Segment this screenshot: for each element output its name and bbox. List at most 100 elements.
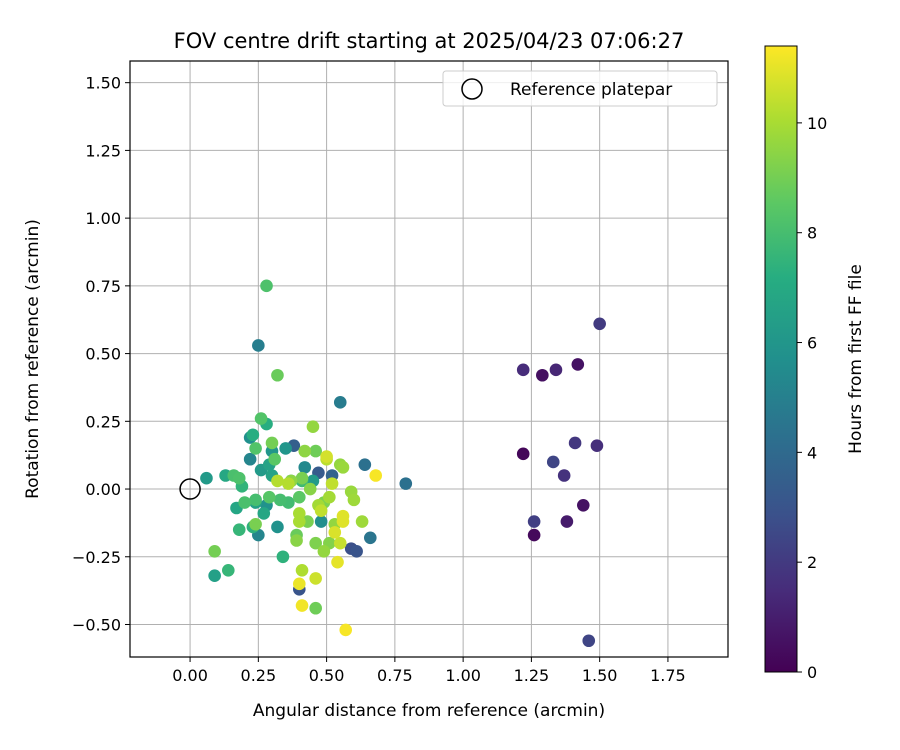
- data-point: [303, 482, 317, 496]
- data-point: [323, 490, 336, 504]
- y-tick-label: 0.25: [85, 412, 121, 431]
- data-point: [527, 528, 541, 542]
- colorbar-tick-label: 4: [807, 443, 817, 462]
- x-tick-label: 0.50: [309, 666, 345, 685]
- colorbar-gradient: [765, 46, 797, 672]
- data-point: [271, 368, 284, 382]
- data-point: [262, 490, 276, 504]
- data-point: [536, 368, 549, 382]
- data-point: [560, 515, 574, 528]
- y-tick-label: 1.50: [85, 74, 121, 93]
- y-tick-label: 0.50: [85, 345, 121, 364]
- data-point: [546, 455, 560, 469]
- data-point: [331, 555, 344, 569]
- data-point: [276, 550, 290, 564]
- data-point: [355, 515, 369, 528]
- data-point: [314, 515, 328, 528]
- data-point: [309, 536, 322, 550]
- data-point: [399, 477, 413, 490]
- y-tick-label: −0.50: [72, 615, 121, 634]
- data-point: [292, 490, 306, 504]
- data-point: [222, 564, 235, 577]
- y-tick-label: 1.00: [85, 209, 121, 228]
- x-tick-label: 0.00: [172, 666, 208, 685]
- data-point: [317, 545, 331, 558]
- x-axis-label: Angular distance from reference (arcmin): [253, 701, 605, 721]
- data-point: [333, 396, 347, 409]
- colorbar-ticks: 0 2 4 6 8 10: [797, 114, 827, 682]
- data-point: [200, 471, 213, 485]
- data-point: [309, 601, 322, 615]
- data-point: [557, 469, 571, 482]
- colorbar: 0 2 4 6 8 10 Hours from first FF file: [764, 45, 866, 682]
- data-point: [282, 477, 295, 490]
- data-point: [271, 520, 284, 534]
- colorbar-tick-label: 10: [807, 114, 827, 133]
- data-point: [279, 442, 292, 455]
- data-point: [295, 599, 309, 612]
- data-point: [208, 545, 221, 558]
- data-point: [309, 572, 322, 585]
- colorbar-label: Hours from first FF file: [846, 264, 866, 454]
- data-point: [208, 569, 221, 583]
- data-point: [295, 564, 309, 577]
- data-point: [336, 461, 350, 474]
- y-axis-ticks: −0.50 −0.25 0.00 0.25 0.50 0.75 1.00 1.25 1.50: [72, 74, 130, 634]
- data-point: [246, 428, 260, 442]
- data-point: [292, 507, 306, 520]
- data-point: [260, 279, 273, 293]
- y-tick-label: 0.75: [85, 277, 121, 296]
- x-tick-label: 0.25: [241, 666, 277, 685]
- colorbar-tick-label: 0: [807, 663, 817, 682]
- legend: Reference platepar: [442, 70, 718, 107]
- data-point: [328, 526, 342, 539]
- y-tick-label: −0.25: [72, 548, 121, 567]
- reference-platepar-marker: [179, 478, 201, 500]
- plot-frame: [129, 60, 729, 658]
- data-point: [358, 458, 372, 471]
- colorbar-tick-label: 2: [807, 553, 817, 572]
- data-point: [347, 493, 361, 507]
- x-tick-label: 1.00: [445, 666, 481, 685]
- x-axis-ticks: 0.00 0.25 0.50 0.75 1.00 1.25 1.50 1.75: [172, 657, 686, 685]
- data-point: [590, 439, 604, 452]
- data-point: [295, 471, 309, 485]
- x-tick-label: 0.75: [377, 666, 413, 685]
- data-point: [268, 452, 282, 466]
- data-point: [232, 471, 246, 485]
- data-point: [325, 477, 339, 490]
- colorbar-tick-label: 6: [807, 334, 817, 353]
- data-point: [336, 515, 350, 528]
- data-point: [298, 444, 312, 458]
- data-point: [252, 339, 265, 352]
- data-point: [298, 461, 312, 474]
- data-point: [238, 496, 251, 509]
- data-point: [333, 536, 347, 550]
- x-tick-label: 1.75: [650, 666, 686, 685]
- chart-title: FOV centre drift starting at 2025/04/23 …: [174, 29, 685, 53]
- y-tick-label: 1.25: [85, 141, 121, 160]
- colorbar-tick-label: 8: [807, 224, 817, 243]
- x-tick-label: 1.50: [582, 666, 618, 685]
- data-point: [571, 358, 585, 371]
- data-point: [254, 412, 268, 425]
- legend-reference-marker: [461, 78, 483, 100]
- data-point: [273, 493, 287, 507]
- data-point: [232, 523, 246, 536]
- data-point: [369, 469, 383, 482]
- data-point: [271, 474, 284, 488]
- data-point: [306, 420, 320, 434]
- data-point: [593, 317, 606, 331]
- data-point: [249, 493, 262, 507]
- legend-box: [442, 70, 718, 107]
- data-point: [549, 363, 563, 377]
- data-point: [516, 447, 530, 461]
- data-point: [350, 545, 363, 558]
- data-point: [314, 504, 328, 518]
- data-point: [339, 623, 353, 637]
- data-point: [243, 452, 257, 466]
- data-point: [516, 363, 530, 377]
- y-tick-label: 0.00: [85, 480, 121, 499]
- data-points: [200, 279, 606, 648]
